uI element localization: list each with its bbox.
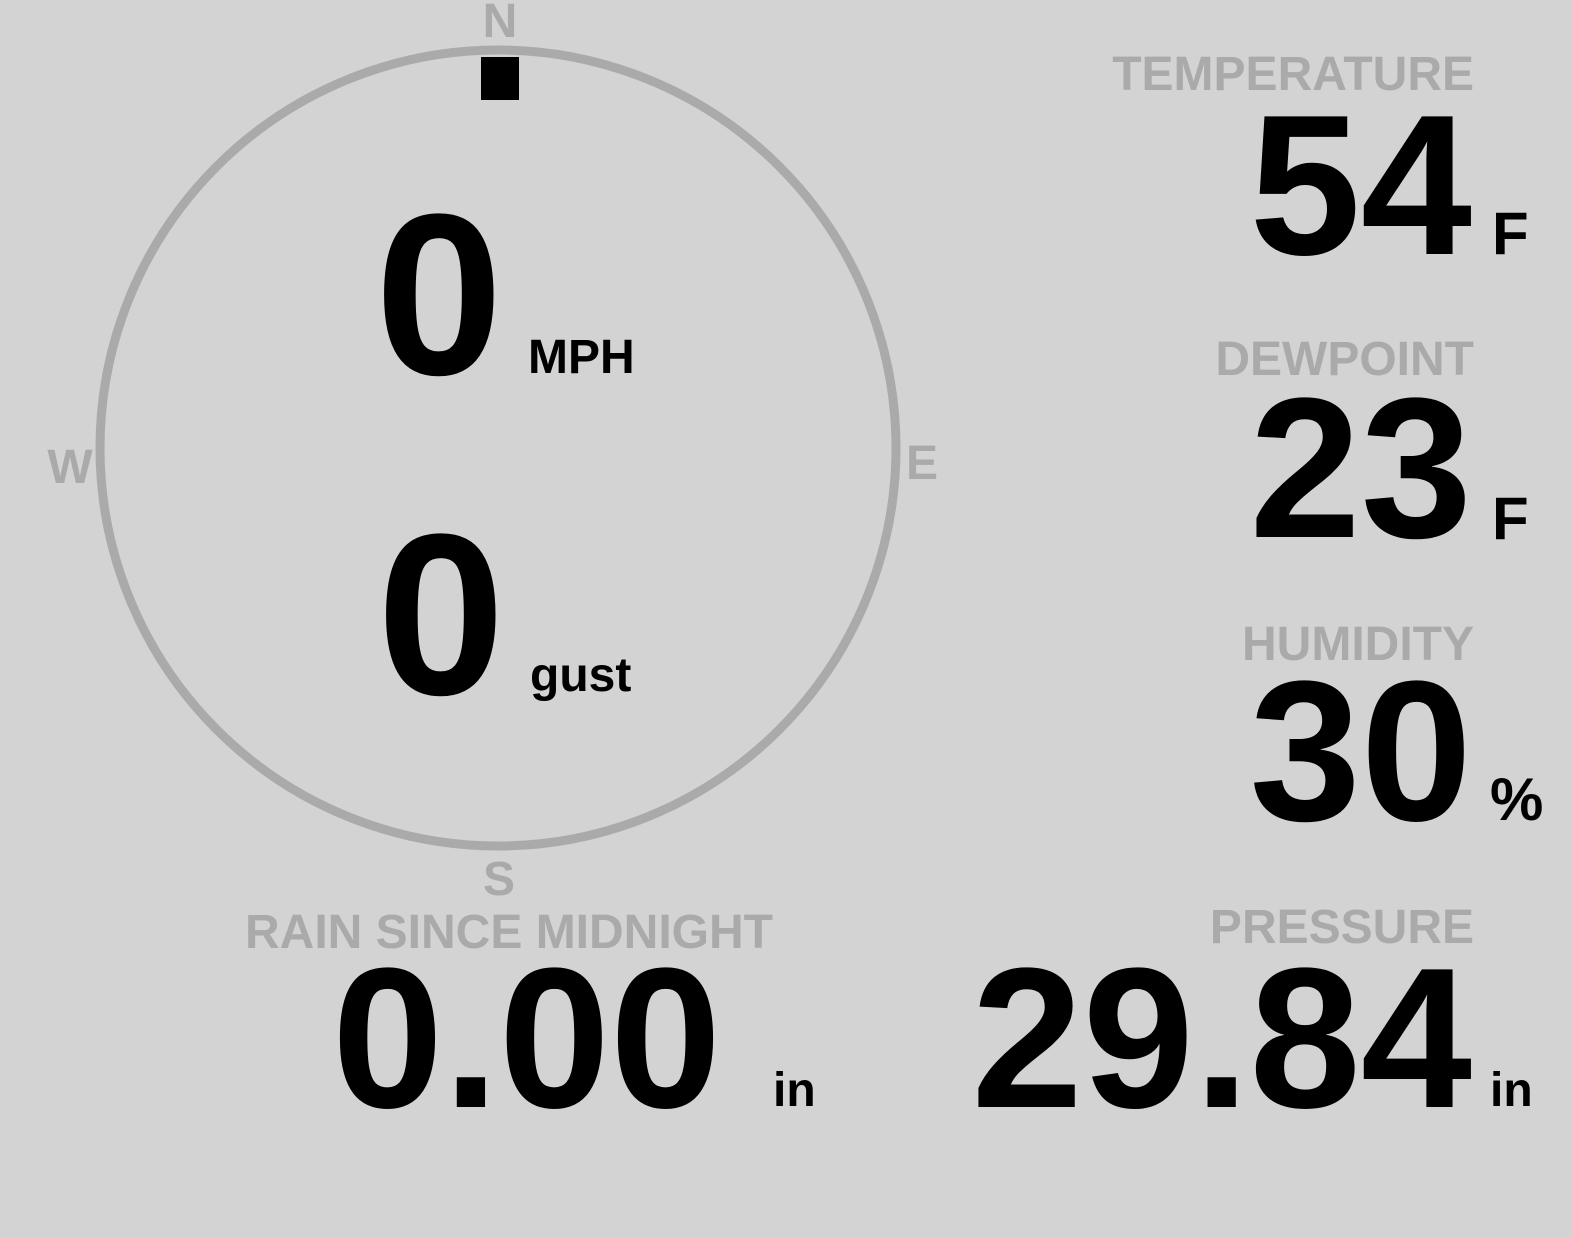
rain-label: RAIN SINCE MIDNIGHT: [245, 906, 773, 959]
dewpoint-unit: F: [1492, 485, 1529, 552]
wind-speed-unit: MPH: [528, 331, 635, 384]
compass-east-label: E: [905, 437, 939, 490]
dewpoint-label: DEWPOINT: [1215, 333, 1474, 386]
compass-west-label: W: [47, 441, 93, 494]
humidity-label: HUMIDITY: [1242, 618, 1474, 671]
wind-speed-value: 0: [375, 166, 503, 423]
pressure-value: 29.84: [971, 927, 1473, 1150]
rain-unit: in: [773, 1064, 816, 1117]
wind-direction-marker: [481, 57, 519, 100]
compass-south-label: S: [482, 853, 516, 906]
humidity-value: 30: [1249, 640, 1472, 863]
temperature-value: 54: [1249, 74, 1472, 297]
wind-gust-value: 0: [377, 486, 505, 743]
rain-value: 0.00: [332, 927, 722, 1150]
temperature-unit: F: [1492, 200, 1529, 267]
humidity-unit: %: [1490, 766, 1544, 833]
compass-ring: [95, 45, 901, 851]
compass-north-label: N: [482, 0, 518, 48]
pressure-label: PRESSURE: [1209, 901, 1474, 954]
temperature-label: TEMPERATURE: [1112, 48, 1474, 101]
wind-gust-unit: gust: [530, 649, 632, 702]
dewpoint-value: 23: [1249, 357, 1472, 580]
pressure-unit: in: [1490, 1064, 1533, 1117]
